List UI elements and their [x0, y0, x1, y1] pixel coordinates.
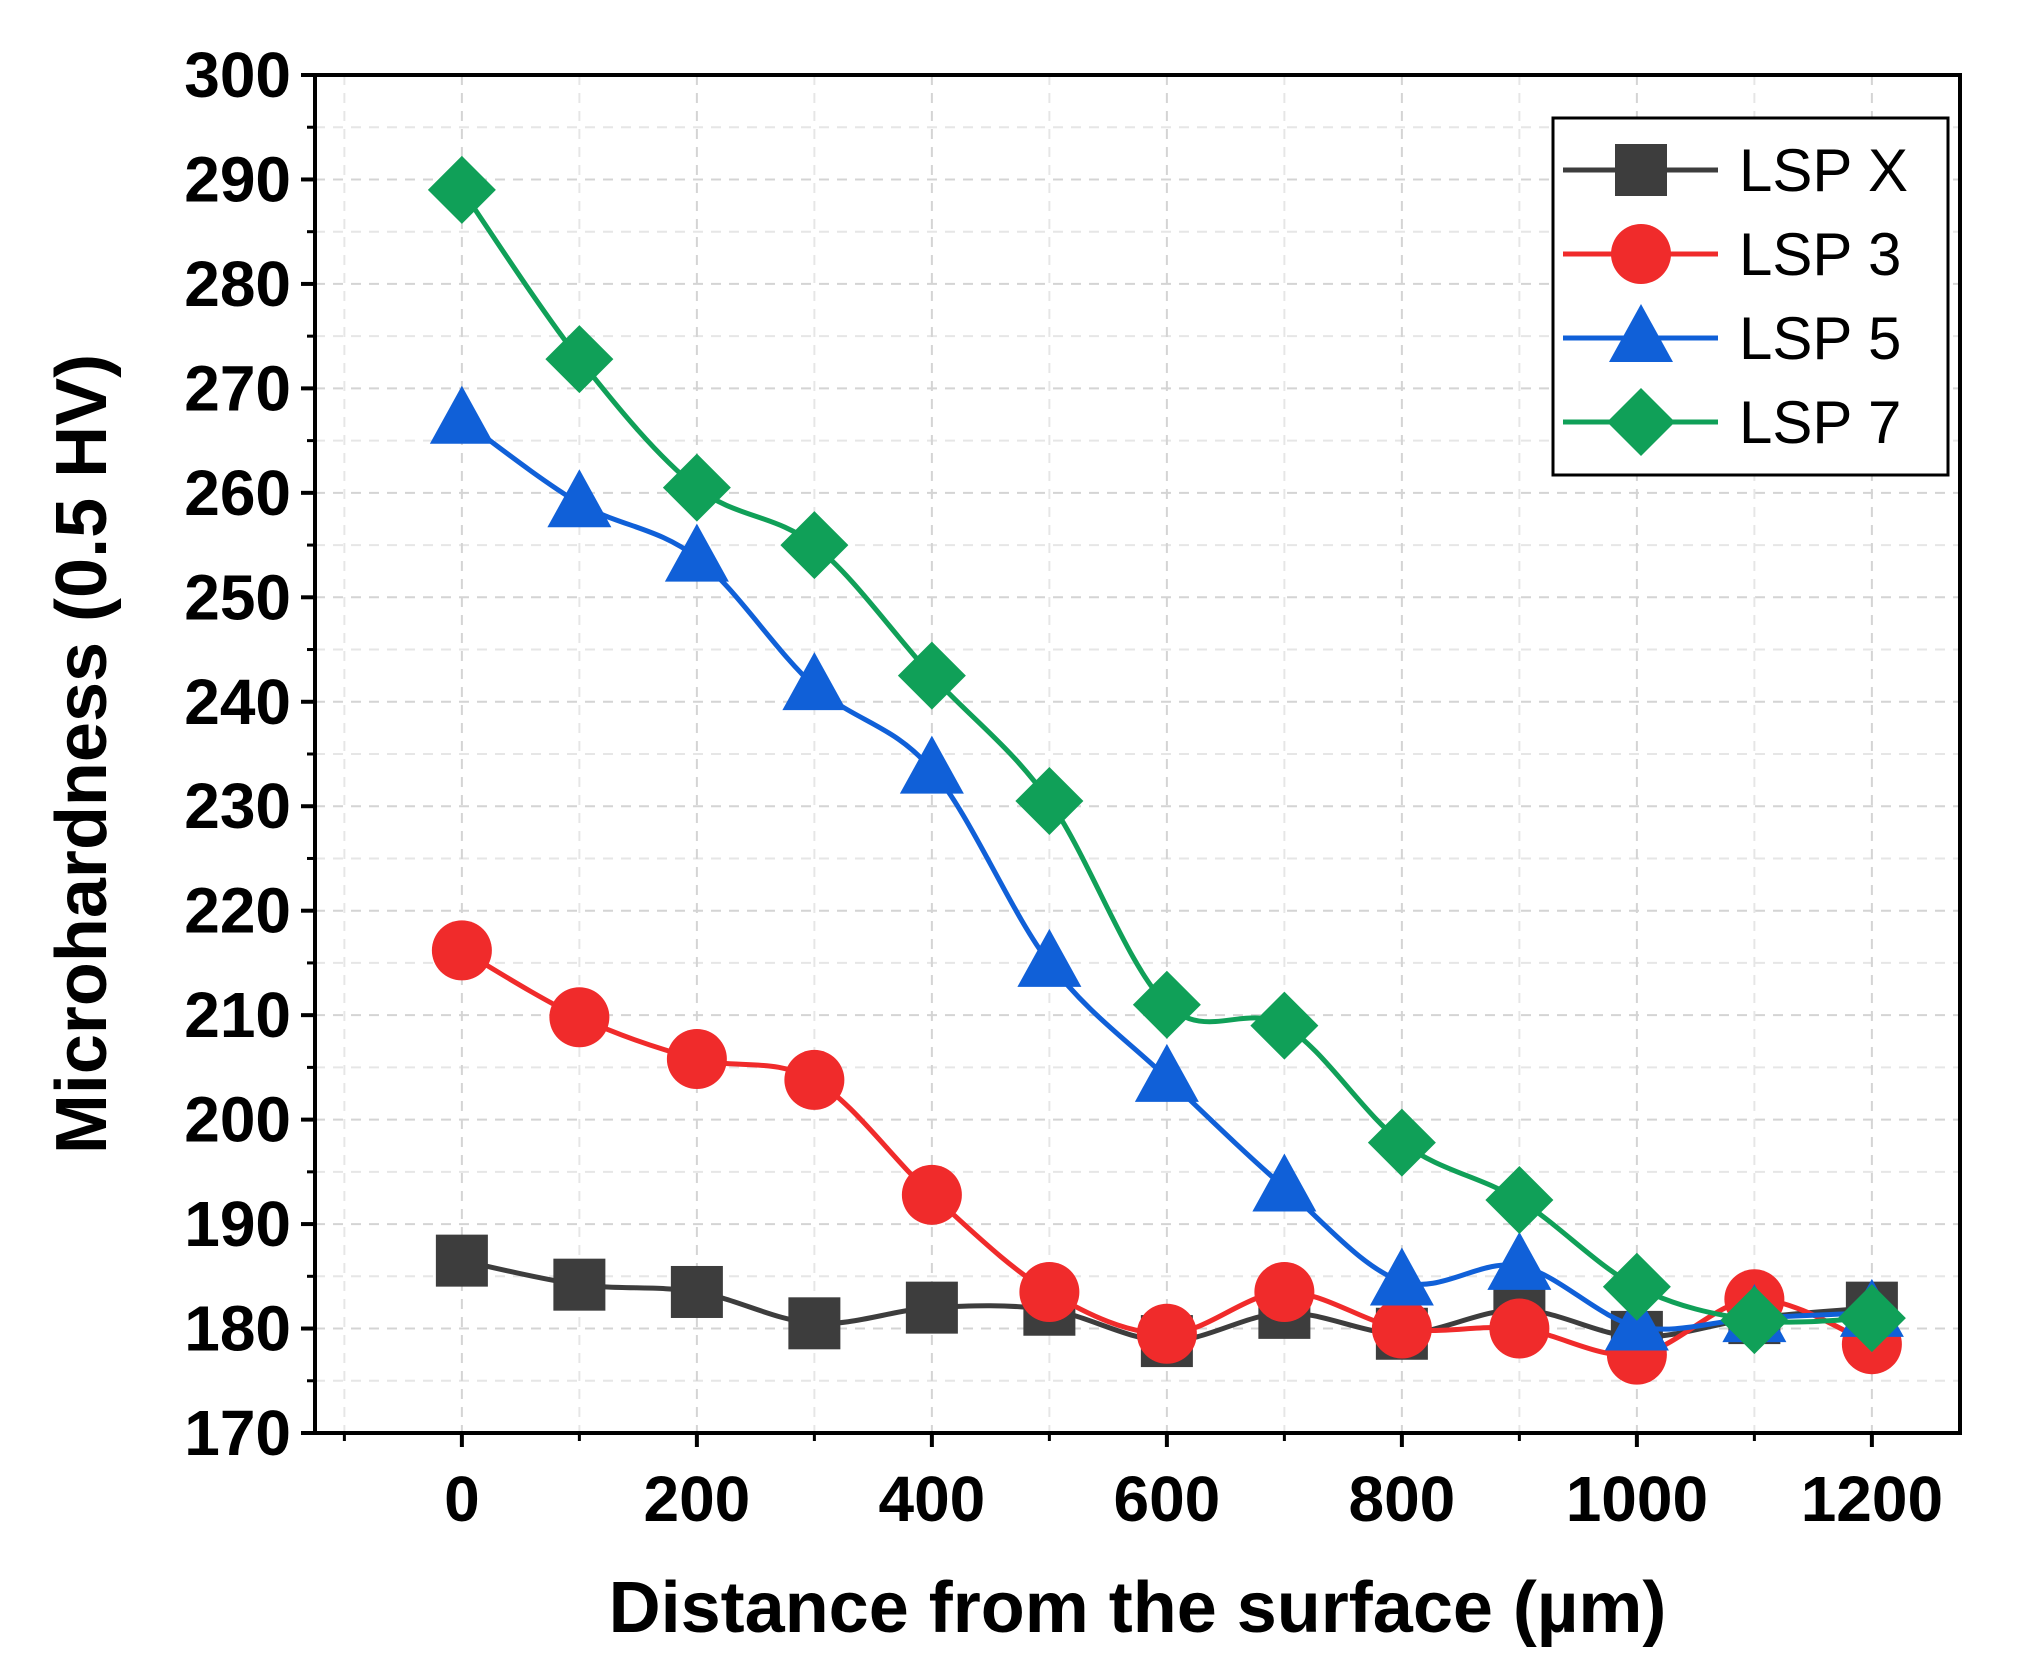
data-point-circle [666, 1029, 727, 1090]
data-point-diamond [1602, 1252, 1671, 1321]
data-point-square [905, 1281, 958, 1334]
x-tick-label: 0 [444, 1463, 480, 1535]
series-lsp-7 [427, 155, 1906, 1355]
legend-item: LSP X [1563, 137, 1908, 204]
data-point-circle [1254, 1261, 1315, 1322]
y-tick-label: 190 [184, 1188, 291, 1260]
y-tick-label: 280 [184, 248, 291, 320]
y-tick-label: 170 [184, 1397, 291, 1469]
x-axis-title: Distance from the surface (µm) [609, 1568, 1667, 1648]
series-lsp-5 [429, 385, 1904, 1351]
x-tick-label: 400 [878, 1463, 985, 1535]
data-point-triangle [1134, 1043, 1199, 1102]
y-tick-label: 220 [184, 875, 291, 947]
legend-label: LSP 7 [1739, 389, 1901, 456]
data-point-circle [1371, 1298, 1432, 1359]
legend-marker-triangle [1609, 304, 1673, 362]
data-point-diamond [427, 155, 496, 224]
data-point-triangle [1017, 928, 1082, 987]
x-tick-label: 600 [1113, 1463, 1220, 1535]
legend-marker-square [1615, 144, 1667, 196]
series-layer [427, 155, 1906, 1385]
legend: LSP X LSP 3 LSP 5 LSP 7 [1551, 116, 1950, 477]
data-point-circle [549, 987, 610, 1048]
y-axis-title: Microhardness (0.5 HV) [42, 354, 122, 1154]
data-point-triangle [1369, 1247, 1434, 1306]
data-point-circle [1019, 1261, 1080, 1322]
data-point-square [435, 1234, 488, 1287]
data-point-square [788, 1297, 841, 1350]
data-point-diamond [897, 641, 966, 710]
data-point-diamond [662, 453, 731, 522]
data-point-circle [1489, 1298, 1550, 1359]
data-point-diamond [1250, 991, 1319, 1060]
x-tick-label: 200 [643, 1463, 750, 1535]
data-point-triangle [1604, 1292, 1669, 1351]
data-point-diamond [1485, 1166, 1554, 1235]
legend-label: LSP X [1739, 137, 1908, 204]
x-tick-label: 800 [1348, 1463, 1455, 1535]
legend-item: LSP 7 [1563, 388, 1901, 456]
data-point-square [670, 1265, 723, 1318]
y-tick-label: 240 [184, 666, 291, 738]
y-tick-label: 230 [184, 770, 291, 842]
data-point-diamond [1132, 970, 1201, 1039]
data-point-diamond [1720, 1286, 1789, 1355]
y-tick-label: 260 [184, 457, 291, 529]
legend-label: LSP 3 [1739, 221, 1901, 288]
data-point-diamond [1015, 767, 1084, 836]
data-point-triangle [1252, 1153, 1317, 1212]
data-point-triangle [547, 469, 612, 528]
y-tick-label: 200 [184, 1084, 291, 1156]
data-point-diamond [1367, 1108, 1436, 1177]
y-tick-label: 250 [184, 561, 291, 633]
data-point-diamond [1837, 1284, 1906, 1353]
data-point-circle [431, 920, 492, 981]
legend-item: LSP 5 [1563, 304, 1901, 372]
data-point-triangle [429, 385, 494, 444]
legend-label: LSP 5 [1739, 305, 1901, 372]
y-tick-label: 300 [184, 39, 291, 111]
data-point-square [553, 1258, 606, 1311]
axis-ticks: 170 180 190 200 210 220 230 240 250 260 270 280 290 3… [184, 39, 1943, 1535]
legend-item: LSP 3 [1563, 221, 1901, 288]
data-point-triangle [1487, 1231, 1552, 1290]
legend-marker-circle [1611, 224, 1671, 284]
data-point-circle [784, 1049, 845, 1110]
legend-marker-diamond [1607, 388, 1675, 456]
data-point-triangle [899, 735, 964, 794]
y-tick-label: 290 [184, 143, 291, 215]
data-point-circle [901, 1164, 962, 1225]
x-tick-label: 1000 [1566, 1463, 1708, 1535]
y-tick-label: 180 [184, 1293, 291, 1365]
data-point-circle [1136, 1303, 1197, 1364]
data-point-triangle [664, 523, 729, 582]
data-point-diamond [545, 325, 614, 394]
data-point-diamond [780, 511, 849, 580]
y-tick-label: 270 [184, 352, 291, 424]
y-tick-label: 210 [184, 979, 291, 1051]
data-point-triangle [782, 652, 847, 711]
x-tick-label: 1200 [1801, 1463, 1943, 1535]
